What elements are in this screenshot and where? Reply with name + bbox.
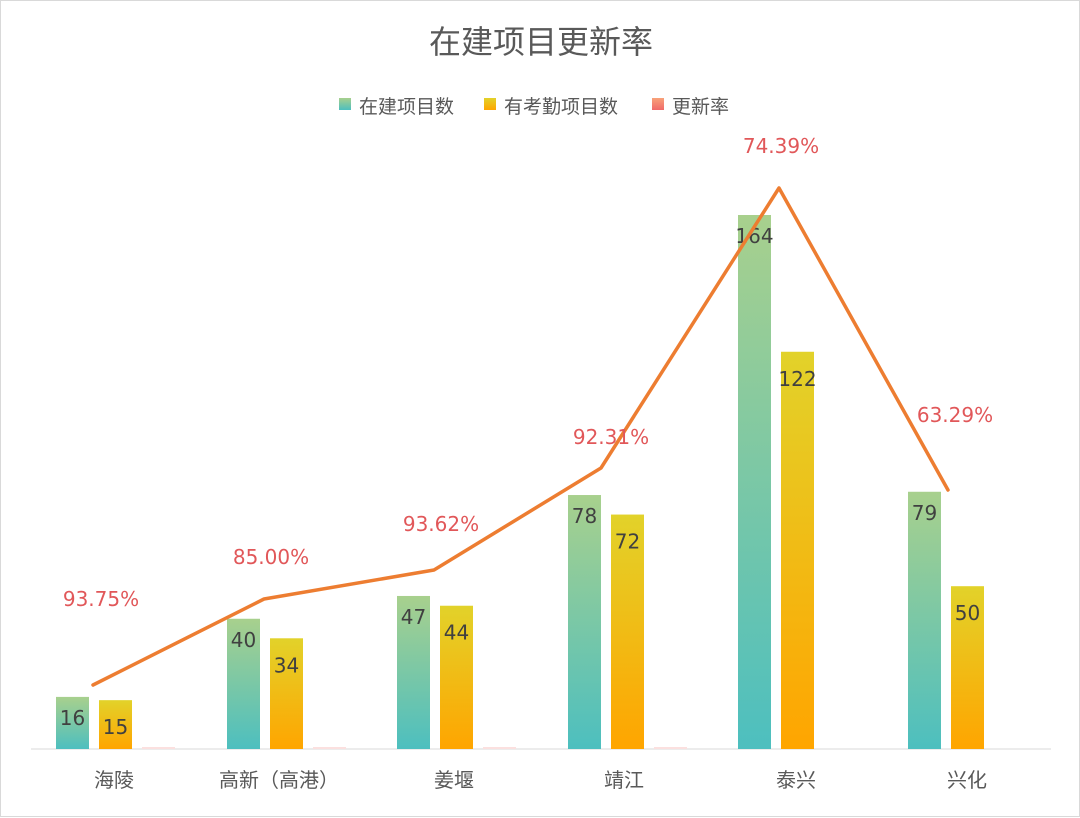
bar-label-s2-2: 44 xyxy=(444,621,469,645)
bar-label-s2-1: 34 xyxy=(274,653,299,677)
rate-label-1: 85.00% xyxy=(233,545,309,569)
bar-label-s1-2: 47 xyxy=(401,605,426,629)
legend-swatch-2 xyxy=(652,98,664,110)
legend-label-0: 在建项目数 xyxy=(359,96,454,118)
bar-s3-3 xyxy=(654,747,687,749)
rate-label-5: 63.29% xyxy=(917,403,993,427)
x-tick-label-4: 泰兴 xyxy=(776,768,816,792)
bar-s3-0 xyxy=(142,747,175,749)
chart-title: 在建项目更新率 xyxy=(429,23,653,61)
bar-s1-4 xyxy=(738,215,771,749)
bar-label-s2-5: 50 xyxy=(955,601,980,625)
legend: 在建项目数 有考勤项目数 更新率 xyxy=(339,96,729,118)
legend-label-2: 更新率 xyxy=(672,96,729,118)
bar-s2-4 xyxy=(781,352,814,749)
bar-label-s1-1: 40 xyxy=(231,628,256,652)
rate-label-3: 92.31% xyxy=(573,425,649,449)
rate-line xyxy=(93,188,948,685)
rate-label-4: 74.39% xyxy=(743,134,819,158)
bar-label-s1-5: 79 xyxy=(912,501,937,525)
x-tick-label-1: 高新（高港） xyxy=(219,768,339,792)
x-axis-ticks: 海陵 高新（高港） 姜堰 靖江 泰兴 兴化 xyxy=(94,768,987,792)
legend-label-1: 有考勤项目数 xyxy=(504,96,618,118)
x-tick-label-5: 兴化 xyxy=(947,768,987,792)
x-tick-label-3: 靖江 xyxy=(604,768,644,792)
legend-swatch-0 xyxy=(339,98,351,110)
bar-s1-3 xyxy=(568,495,601,749)
rate-label-2: 93.62% xyxy=(403,512,479,536)
bar-s1-5 xyxy=(908,492,941,749)
bar-label-s2-3: 72 xyxy=(615,530,640,554)
bar-label-s1-3: 78 xyxy=(572,504,597,528)
rate-label-0: 93.75% xyxy=(63,587,139,611)
legend-swatch-1 xyxy=(484,98,496,110)
bar-label-s2-0: 15 xyxy=(103,715,128,739)
rate-line-group: 93.75% 85.00% 93.62% 92.31% 74.39% 63.29% xyxy=(63,134,993,685)
bar-label-s2-4: 122 xyxy=(778,367,816,391)
bar-label-s1-0: 16 xyxy=(60,706,85,730)
x-tick-label-2: 姜堰 xyxy=(434,768,474,792)
bar-s3-2 xyxy=(483,747,516,749)
x-tick-label-0: 海陵 xyxy=(94,768,134,792)
bar-s3-1 xyxy=(313,747,346,749)
